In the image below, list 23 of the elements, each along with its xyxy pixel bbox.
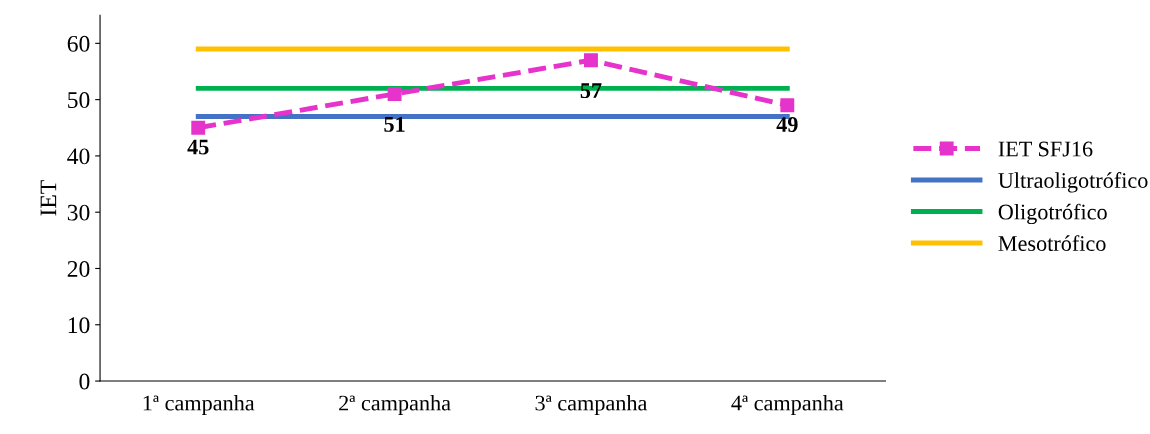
x-tick-label: 1ª campanha xyxy=(143,394,255,416)
x-tick-label: 4ª campanha xyxy=(731,394,844,416)
y-tick-label: 0 xyxy=(79,373,90,390)
y-tick-label: 20 xyxy=(67,260,90,277)
point xyxy=(780,98,795,113)
y-axis-title: IET xyxy=(40,180,57,216)
data-label: 49 xyxy=(776,117,798,132)
legend-label: Mesotrófico xyxy=(998,235,1106,251)
y-tick-label: 50 xyxy=(68,92,90,109)
y-tick-label: 40 xyxy=(67,148,90,165)
legend-label: Ultraoligotrófico xyxy=(998,172,1148,193)
x-tick-label: 2ª campanha xyxy=(339,394,451,416)
y-tick-label: 30 xyxy=(67,204,90,221)
y-tick-label: 10 xyxy=(68,317,90,334)
x-tick-label: 3ª campanha xyxy=(535,394,648,416)
point xyxy=(584,53,598,68)
y-tick-label: 60 xyxy=(67,35,90,52)
data-label: 45 xyxy=(187,139,209,155)
point xyxy=(191,120,206,135)
data-label: 51 xyxy=(384,116,405,132)
legend-label: IET SFJ16 xyxy=(998,141,1093,157)
point xyxy=(387,87,402,101)
legend-label: Oligotrófico xyxy=(998,203,1107,225)
